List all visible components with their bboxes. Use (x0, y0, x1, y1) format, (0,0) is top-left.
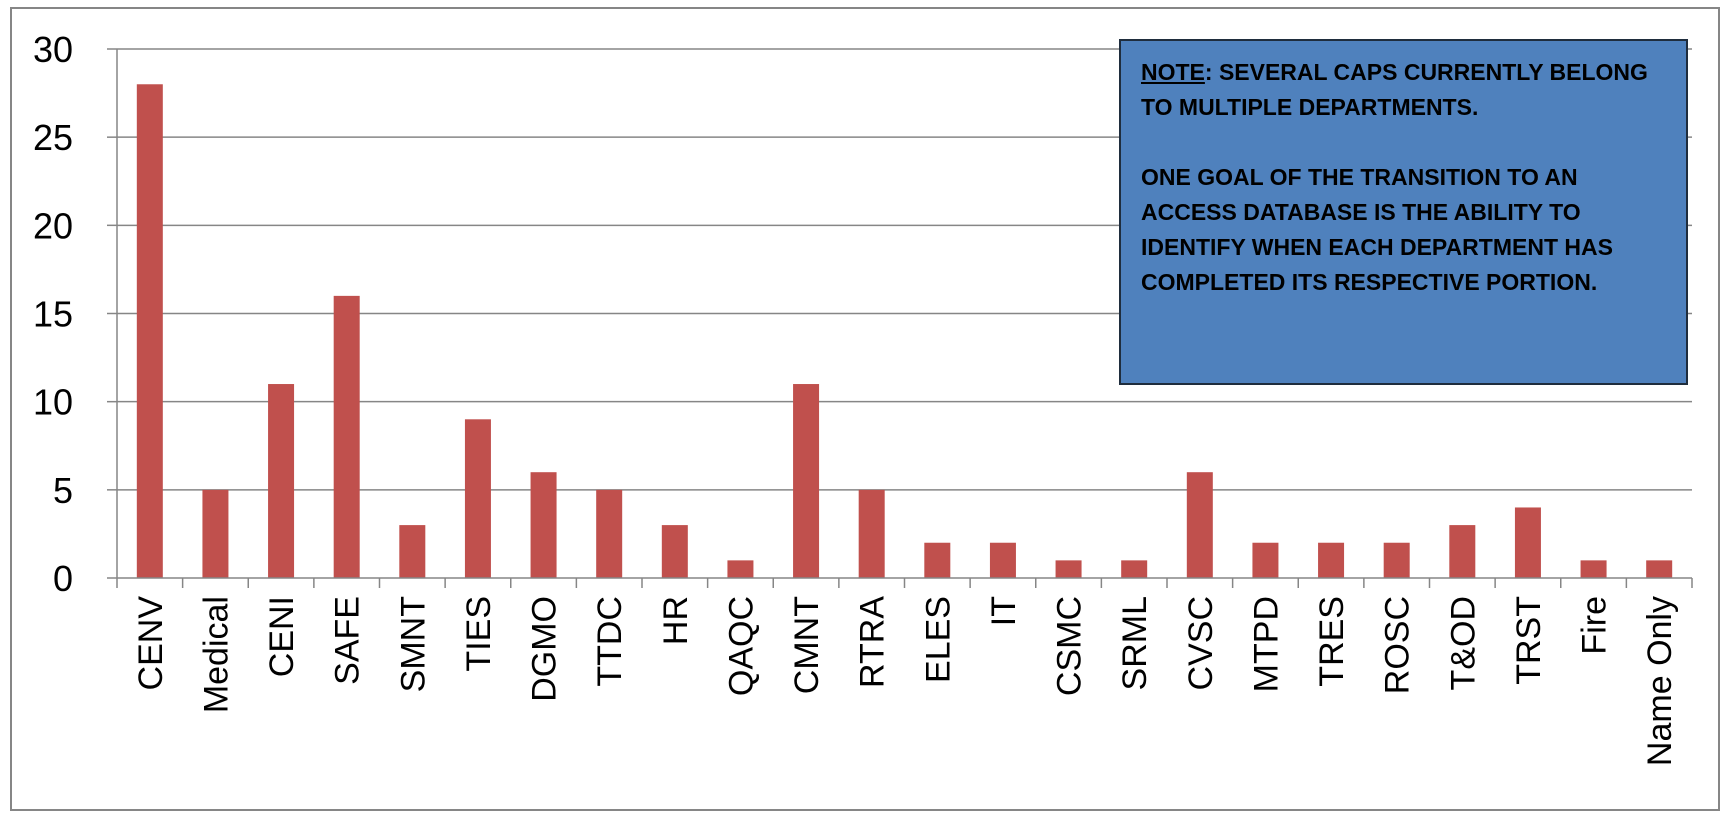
bar-eles (924, 542, 951, 578)
x-tick-label: TRES (1313, 596, 1351, 687)
note-label: NOTE (1141, 59, 1205, 85)
bar-cenv (136, 84, 163, 579)
x-tick-label: T&OD (1444, 596, 1482, 690)
bar-rtra (858, 489, 885, 578)
x-tick-label: RTRA (854, 596, 892, 688)
x-tick-label: ROSC (1379, 596, 1417, 694)
bar-cmnt (793, 384, 820, 578)
bar-mtpd (1252, 542, 1279, 578)
x-tick-label: DGMO (526, 596, 564, 702)
x-tick-label: TIES (460, 596, 498, 672)
bar-srml (1121, 560, 1148, 578)
x-tick-label: Fire (1576, 596, 1614, 655)
bar-rosc (1383, 542, 1410, 578)
x-tick-label: HR (657, 596, 695, 645)
y-tick-label: 10 (33, 382, 73, 423)
x-tick-label: SMNT (394, 596, 432, 692)
bar-hr (661, 525, 688, 578)
bar-fire (1580, 560, 1607, 578)
bar-cvsc (1186, 472, 1213, 578)
x-tick-label: CMNT (788, 596, 826, 694)
y-tick-label: 20 (33, 205, 73, 246)
y-tick-label: 5 (53, 470, 73, 511)
x-tick-label: IT (985, 596, 1023, 626)
bar-ceni (268, 384, 295, 578)
bar-csmc (1055, 560, 1082, 578)
bar-qaqc (727, 560, 754, 578)
y-tick-labels: 0 5 10 15 20 25 30 (33, 29, 73, 599)
x-tick-label: CVSC (1182, 596, 1220, 690)
bar-ttdc (596, 489, 623, 578)
y-tick-label: 30 (33, 29, 73, 70)
note-line-1: : SEVERAL CAPS CURRENTLY BELONG TO MULTI… (1141, 59, 1648, 120)
bars (136, 84, 1673, 579)
bar-name-only (1646, 560, 1673, 578)
bar-medical (202, 489, 229, 578)
x-tick-label: TTDC (591, 596, 629, 687)
note-paragraph-2: ONE GOAL OF THE TRANSITION TO AN ACCESS … (1141, 164, 1613, 295)
y-tick-label: 25 (33, 117, 73, 158)
x-tick-labels: CENV Medical CENI SAFE SMNT TIES DGMO TTDC HR QAQ… (132, 596, 1679, 766)
x-tick-label: Name Only (1641, 596, 1679, 766)
x-tick-label: ELES (919, 596, 957, 683)
x-tick-label: CSMC (1051, 596, 1089, 696)
note-paragraph-1: NOTE: SEVERAL CAPS CURRENTLY BELONG TO M… (1141, 55, 1666, 125)
bar-it (989, 542, 1016, 578)
bar-smnt (399, 525, 426, 578)
bar-dgmo (530, 472, 557, 578)
bar-trst (1514, 507, 1541, 578)
bar-t-od (1449, 525, 1476, 578)
x-tick-label: QAQC (722, 596, 760, 696)
axes (107, 48, 1693, 588)
x-tick-label: SAFE (329, 596, 367, 685)
bar-safe (333, 295, 360, 578)
x-tick-label: CENI (263, 596, 301, 677)
y-tick-label: 15 (33, 294, 73, 335)
x-tick-label: CENV (132, 596, 170, 691)
bar-tres (1318, 542, 1345, 578)
bar-ties (464, 419, 491, 578)
x-tick-label: TRST (1510, 596, 1548, 685)
x-tick-label: Medical (197, 596, 235, 713)
x-tick-label: SRML (1116, 596, 1154, 690)
note-box: NOTE: SEVERAL CAPS CURRENTLY BELONG TO M… (1119, 39, 1688, 385)
x-tick-label: MTPD (1247, 596, 1285, 692)
y-tick-label: 0 (53, 558, 73, 599)
